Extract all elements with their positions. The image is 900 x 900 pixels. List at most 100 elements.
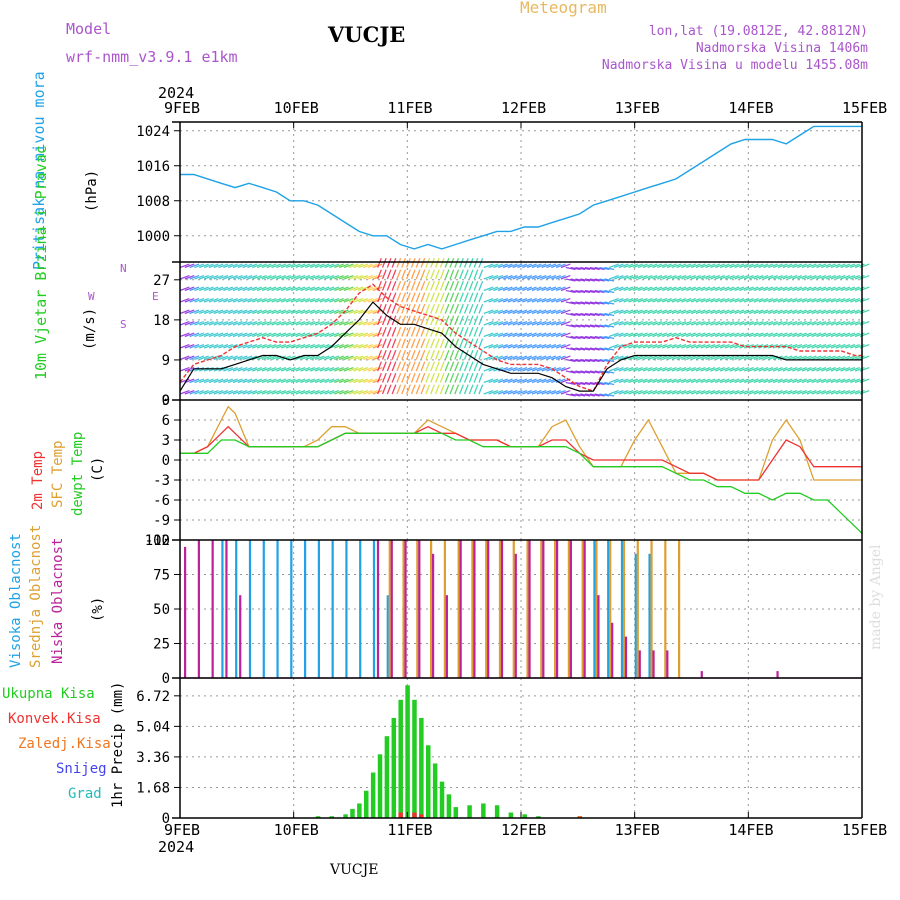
y-tick-label: 5.04 — [136, 719, 170, 735]
wind-barb — [415, 303, 421, 314]
wind-barb — [179, 297, 190, 303]
wind-barb — [700, 320, 711, 326]
wind-barb — [242, 378, 253, 384]
cloud-high-bar — [386, 595, 389, 678]
wind-barb — [285, 286, 296, 292]
wind-barb — [705, 355, 716, 361]
wind-barb — [666, 343, 677, 349]
wind-barb — [406, 338, 411, 349]
wind-barb — [473, 361, 479, 372]
wind-barb — [560, 286, 571, 292]
wind-barb — [507, 389, 518, 395]
cloud-high-bar — [372, 540, 376, 678]
wind-barb — [546, 274, 557, 280]
wind-barb — [710, 263, 721, 269]
wind-barb — [710, 389, 721, 395]
wind-barb — [242, 332, 253, 338]
dewpt-temp-label: dewpt Temp — [70, 431, 86, 516]
wind-barb — [821, 343, 831, 349]
wind-barb — [247, 378, 258, 384]
wind-barb — [276, 366, 287, 372]
wind-barb — [801, 378, 812, 384]
wind-barb — [415, 326, 421, 337]
wind-barb — [604, 289, 615, 294]
precip-snow-label: Snijeg — [56, 761, 107, 777]
wind-barb — [463, 384, 469, 395]
wind-barb — [845, 274, 856, 280]
wind-barb — [281, 389, 291, 395]
wind-barb — [271, 332, 282, 338]
precip-total-bar — [377, 754, 383, 818]
wind-barb — [309, 274, 320, 280]
wind-barb — [401, 303, 407, 314]
wind-barb — [449, 280, 455, 291]
wind-barb — [797, 309, 807, 315]
wind-barb — [271, 309, 282, 315]
wind-barb — [502, 286, 513, 292]
wind-barb — [816, 309, 827, 315]
wind-barb — [290, 320, 301, 326]
wind-barb — [782, 378, 793, 384]
wind-barb — [276, 343, 287, 349]
wind-barb — [261, 274, 272, 280]
wind-barb — [647, 389, 658, 395]
wind-barb — [854, 286, 865, 292]
wind-barb — [671, 332, 682, 338]
wind-barb — [526, 378, 537, 384]
wind-barb — [493, 320, 504, 326]
wind-barb — [825, 263, 836, 269]
wind-barb — [199, 309, 209, 315]
wind-barb — [637, 332, 648, 338]
wind-barb — [546, 320, 557, 326]
wind-barb — [353, 263, 364, 269]
wind-barb — [309, 297, 320, 303]
wind-barb — [517, 320, 528, 326]
cloud-mid-bar — [526, 540, 529, 678]
wind-barb — [227, 389, 238, 395]
wind-barb — [565, 370, 576, 374]
wind-barb — [295, 332, 306, 338]
wind-barb — [801, 297, 812, 303]
wind-barb — [305, 378, 315, 384]
wind-barb — [743, 274, 754, 280]
wind-barb — [300, 332, 311, 338]
wind-barb — [281, 355, 291, 361]
wind-barb — [363, 263, 373, 269]
wind-barb — [628, 263, 639, 269]
wind-barb — [724, 286, 735, 292]
wind-barb — [439, 361, 445, 372]
wind-barb — [425, 315, 431, 326]
wind-barb — [314, 263, 325, 269]
wind-barb — [425, 361, 431, 372]
wind-barb — [560, 355, 571, 361]
wind-barb — [642, 332, 653, 338]
wind-barb — [763, 343, 774, 349]
wind-barb — [604, 381, 615, 386]
wind-direction-letter: N — [120, 262, 127, 275]
wind-barb — [570, 370, 581, 374]
wind-barb — [753, 263, 764, 269]
wind-barb — [338, 378, 349, 384]
wind-barb — [657, 320, 668, 326]
wind-barb — [816, 274, 827, 280]
y-tick-label: 0 — [162, 811, 170, 827]
y-tick-label: 3.36 — [136, 750, 170, 766]
wind-barb — [768, 274, 778, 280]
wind-barb — [633, 274, 643, 280]
wind-barb — [348, 309, 359, 315]
wind-barb — [618, 297, 629, 303]
wind-barb — [551, 332, 561, 338]
wind-barb — [425, 269, 431, 280]
wind-barb — [806, 274, 817, 280]
wind-barb — [628, 355, 639, 361]
wind-barb — [488, 309, 499, 315]
wind-barb — [681, 366, 692, 372]
wind-barb — [468, 349, 474, 360]
wind-barb — [281, 263, 291, 269]
wind-barb — [536, 263, 547, 269]
wind-barb — [334, 355, 344, 361]
wind-barb — [729, 366, 740, 372]
wind-barb — [840, 309, 851, 315]
y-tick-label: 3 — [162, 433, 170, 449]
wind-barb — [218, 378, 229, 384]
